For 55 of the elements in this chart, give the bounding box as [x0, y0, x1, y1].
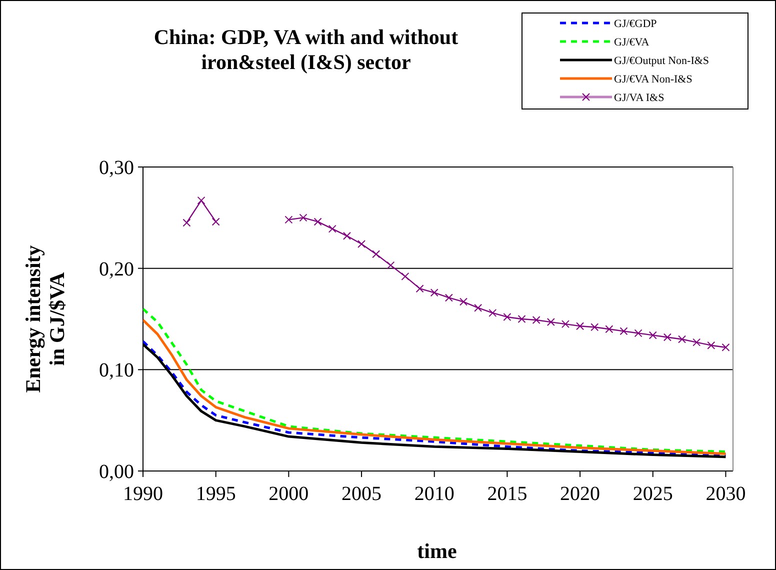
point — [401, 272, 410, 280]
point — [663, 333, 672, 342]
legend-label: GJ/€VA Non-I&S — [614, 74, 692, 86]
point — [488, 308, 497, 317]
point — [444, 294, 453, 302]
x-tick-label: 2020 — [560, 483, 600, 505]
x-tick-label: 2030 — [706, 483, 746, 505]
point — [372, 250, 380, 258]
x-tick-label: 2000 — [268, 483, 309, 505]
legend-label: GJ/VA I&S — [614, 92, 664, 104]
legend-label: GJ/€GDP — [614, 18, 657, 30]
x-tick-label: 1990 — [123, 483, 163, 505]
y-tick-label: 0,20 — [99, 258, 134, 280]
point — [299, 214, 308, 222]
x-tick-label: 1995 — [196, 483, 236, 505]
point — [314, 218, 322, 226]
x-tick-label: 2010 — [414, 483, 454, 505]
y-tick-label: 0,10 — [99, 360, 134, 382]
point — [212, 218, 220, 226]
point — [284, 216, 293, 224]
x-tick-label: 2005 — [342, 483, 382, 505]
legend-label: GJ/€VA — [614, 36, 650, 48]
x-tick-label: 2015 — [487, 483, 528, 505]
x-tick-label: 2025 — [632, 483, 673, 505]
legend-label: GJ/€Output Non-I&S — [614, 55, 710, 67]
point — [518, 315, 526, 323]
point — [561, 320, 570, 328]
point — [576, 322, 584, 330]
point — [416, 284, 424, 293]
point — [430, 288, 438, 297]
point — [678, 335, 686, 344]
point — [620, 327, 628, 336]
point — [459, 298, 468, 306]
point — [590, 323, 599, 332]
point — [634, 329, 642, 338]
point — [474, 304, 482, 312]
point — [722, 343, 730, 352]
y-axis-title: Energy intensity in GJ/$VA — [21, 244, 69, 393]
point — [386, 261, 395, 270]
point — [503, 312, 512, 321]
point — [532, 316, 540, 324]
point — [546, 318, 555, 326]
chart-title: China: GDP, VA with and without iron&steel (I&S) sector — [154, 25, 458, 74]
y-tick-label: 0,30 — [99, 157, 134, 179]
point — [605, 325, 614, 334]
point — [328, 224, 336, 233]
y-tick-label: 0,00 — [99, 461, 134, 483]
point — [197, 196, 206, 204]
x-axis-title: time — [417, 539, 457, 563]
point — [648, 331, 657, 340]
point — [182, 218, 191, 227]
point — [692, 338, 701, 346]
point — [707, 341, 716, 350]
point — [342, 232, 351, 240]
point — [358, 240, 366, 248]
